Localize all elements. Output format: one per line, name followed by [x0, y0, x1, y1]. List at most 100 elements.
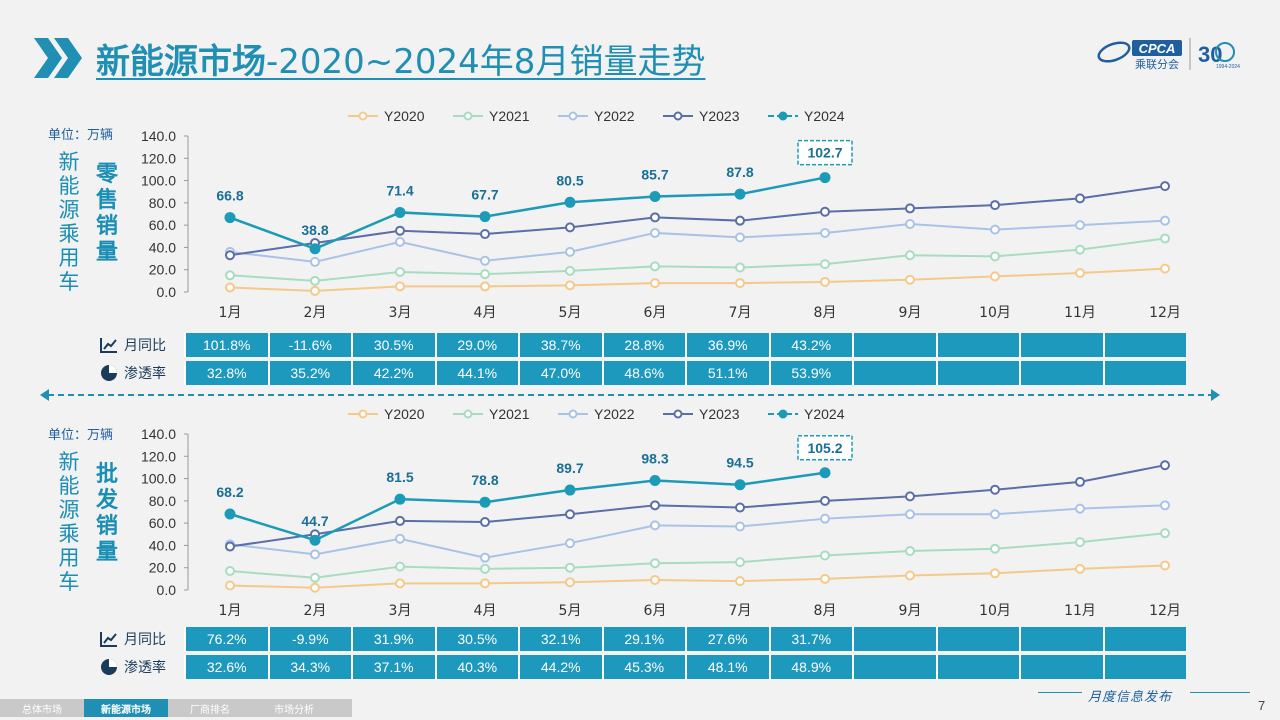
y-tick-label: 60.0 [149, 515, 176, 531]
y-tick-label: 120.0 [141, 150, 176, 166]
legend-marker [778, 409, 788, 419]
legend-marker [463, 409, 473, 419]
data-label: 71.4 [386, 182, 413, 198]
title-chevron-icon [34, 38, 82, 78]
trend-chart-icon [100, 338, 117, 353]
y-tick-label: 140.0 [141, 426, 176, 442]
x-tick-label: 12月 [1149, 305, 1181, 321]
data-point [225, 270, 235, 281]
data-point [819, 467, 831, 479]
data-point [565, 280, 575, 291]
data-label: 87.8 [726, 164, 753, 180]
data-point [649, 191, 661, 203]
data-point [225, 541, 235, 552]
legend-label: Y2022 [594, 406, 635, 422]
data-point [650, 278, 660, 289]
x-tick-label: 1月 [219, 603, 242, 619]
nav-tab[interactable]: 总体市场 [22, 704, 62, 716]
x-tick-label: 5月 [559, 603, 582, 619]
data-point [990, 484, 1000, 495]
data-point [990, 568, 1000, 579]
x-tick-label: 7月 [729, 305, 752, 321]
data-label: 78.8 [471, 472, 498, 488]
x-tick-label: 5月 [559, 305, 582, 321]
logo-text: CPCA [1139, 41, 1176, 56]
penetration-cell: 40.3% [434, 655, 518, 679]
data-point [480, 517, 490, 528]
data-point [650, 227, 660, 238]
data-point [905, 546, 915, 556]
data-point [1160, 263, 1170, 274]
yoy-cell: -11.6% [267, 333, 351, 357]
penetration-cell [1102, 361, 1186, 385]
y-tick-label: 80.0 [149, 195, 176, 211]
y-tick-label: 100.0 [141, 173, 176, 189]
legend-label: Y2021 [489, 108, 530, 124]
penetration-cell: 48.9% [768, 655, 852, 679]
yoy-cell [1019, 333, 1103, 357]
data-point [564, 196, 576, 208]
data-point [1160, 528, 1170, 539]
y-tick-label: 80.0 [149, 493, 176, 509]
series-line-y2022 [229, 219, 1166, 263]
x-tick-label: 10月 [979, 305, 1011, 321]
data-point [820, 550, 830, 561]
nav-tab[interactable]: 厂商排名 [190, 704, 230, 716]
yoy-cell: 76.2% [184, 627, 268, 651]
legend-item: Y2021 [453, 406, 530, 422]
data-point [820, 495, 830, 506]
data-point [1160, 233, 1170, 244]
data-point [1160, 215, 1170, 226]
legend-marker [463, 111, 473, 121]
data-point [820, 276, 830, 287]
data-label: 102.7 [807, 145, 842, 161]
data-point [820, 573, 830, 584]
data-point [735, 278, 745, 289]
logo-years: 1994-2024 [1216, 64, 1240, 70]
title-bold: 新能源市场 [96, 42, 266, 82]
unit-label-lower: 单位：万辆 [48, 427, 114, 442]
data-point [650, 500, 660, 511]
legend-label: Y2023 [699, 108, 740, 124]
legend-item: Y2022 [558, 406, 635, 422]
data-point [820, 206, 830, 217]
pen-row-upper: 渗透率 32.8% 35.2% 42.2% 44.1% 47.0% 48.6% 51.1% 5… [100, 361, 1186, 385]
section-divider [40, 389, 1220, 401]
data-point [395, 515, 405, 526]
yoy-cell: 31.9% [351, 627, 435, 651]
pen-row-lower: 渗透率 32.6% 34.3% 37.1% 40.3% 44.2% 45.3% 48.1% 4… [100, 655, 1186, 679]
nav-tab[interactable]: 市场分析 [274, 704, 314, 716]
data-point [310, 582, 320, 593]
penetration-cell: 32.8% [184, 361, 268, 385]
yoy-cell [852, 333, 936, 357]
data-point [1160, 500, 1170, 511]
legend-item: Y2022 [558, 108, 635, 124]
data-label: 85.7 [641, 167, 668, 183]
nav-tab[interactable]: 新能源市场 [84, 699, 168, 717]
legend-label: Y2024 [804, 108, 845, 124]
legend-item: Y2020 [348, 108, 425, 124]
data-point [734, 188, 746, 200]
page-number: 7 [1258, 698, 1266, 713]
data-point [565, 509, 575, 520]
legend-label: Y2024 [804, 406, 845, 422]
yoy-cell [1019, 627, 1103, 651]
series-line-y2022 [229, 504, 1166, 559]
yoy-cell: 29.0% [434, 333, 518, 357]
page-title: 新能源市场-2020~2024年8月销量走势 [96, 34, 705, 83]
yoy-cell [852, 627, 936, 651]
legend-label: Y2022 [594, 108, 635, 124]
yoy-cell: 27.6% [685, 627, 769, 651]
unit-label-upper: 单位：万辆 [48, 127, 114, 142]
data-point [735, 576, 745, 587]
y-tick-label: 100.0 [141, 471, 176, 487]
pen-header: 渗透率 [100, 655, 184, 679]
data-point [565, 222, 575, 233]
highlight-box [797, 435, 853, 461]
legend-marker [778, 111, 788, 121]
legend-item: Y2024 [768, 108, 845, 124]
data-label: 94.5 [726, 455, 753, 471]
pie-chart-icon [101, 365, 117, 381]
x-tick-label: 1月 [219, 305, 242, 321]
y-tick-label: 140.0 [141, 128, 176, 144]
